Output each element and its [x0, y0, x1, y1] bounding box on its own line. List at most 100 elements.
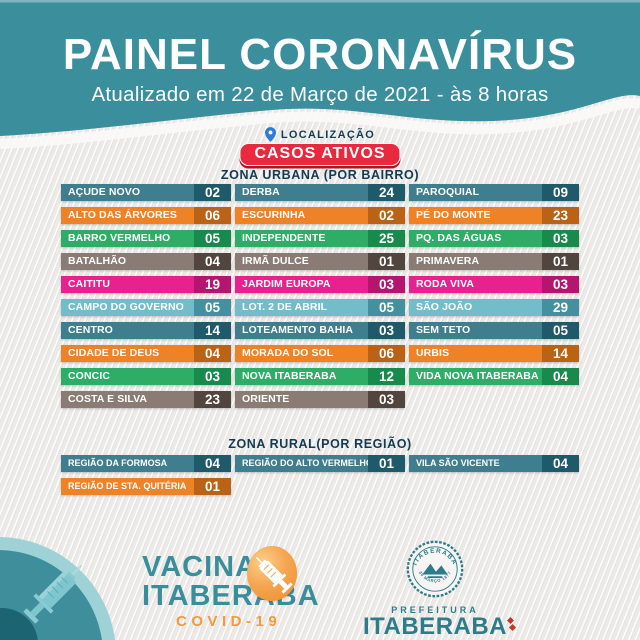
bar-value: 25	[368, 230, 405, 247]
bar-value: 19	[194, 276, 231, 293]
bar-label: PQ. DAS ÁGUAS	[409, 230, 542, 247]
case-bar-cidade-de-deus: CIDADE DE DEUS 04	[61, 345, 231, 362]
bar-label: AÇUDE NOVO	[61, 184, 194, 201]
prefeitura-itaberaba-logo: ITABERABA 30 MARÇO 1877 PREFEITURA ITABE…	[360, 540, 517, 640]
bar-label: PRIMAVERA	[409, 253, 542, 270]
bar-value: 05	[194, 299, 231, 316]
case-bar-a-ude-novo: AÇUDE NOVO 02	[61, 184, 231, 201]
urban-column-3: PAROQUIAL 09 PÉ DO MONTE 23 PQ. DAS ÁGUAS 03 P…	[409, 184, 579, 414]
location-pin-icon	[264, 127, 276, 142]
bar-label: INDEPENDENTE	[235, 230, 368, 247]
urban-column-2: DERBA 24 ESCURINHA 02 INDEPENDENTE 25 IRMÃ DUL…	[235, 184, 405, 414]
header-banner: PAINEL CORONAVÍRUS Atualizado em 22 de M…	[0, 0, 640, 150]
urban-zone-heading: ZONA URBANA (POR BAIRRO)	[220, 168, 420, 182]
case-bar-regi-o-do-alto-vermelho: REGIÃO DO ALTO VERMELHO 01	[235, 455, 405, 472]
bar-label: REGIÃO DO ALTO VERMELHO	[235, 455, 368, 472]
bar-value: 01	[368, 253, 405, 270]
bar-label: NOVA ITABERABA	[235, 368, 368, 385]
bar-label: CAITITU	[61, 276, 194, 293]
location-label: LOCALIZAÇÃO	[280, 128, 376, 141]
vaccine-syringe-icon	[255, 556, 293, 594]
red-accent-icon	[506, 616, 517, 632]
case-bar-regi-o-da-formosa: REGIÃO DA FORMOSA 04	[61, 455, 231, 472]
case-bar-derba: DERBA 24	[235, 184, 405, 201]
bar-value: 04	[542, 455, 579, 472]
case-bar-loteamento-bahia: LOTEAMENTO BAHIA 03	[235, 322, 405, 339]
bar-label: MORADA DO SOL	[235, 345, 368, 362]
vacina-logo-covid19: COVID-19	[176, 613, 282, 630]
header-wave-shape	[0, 0, 640, 149]
bar-value: 24	[368, 184, 405, 201]
prefeitura-city-name: ITABERABA	[362, 613, 517, 640]
bar-value: 03	[194, 368, 231, 385]
city-crest-icon: ITABERABA 30 MARÇO 1877	[406, 540, 464, 598]
bar-label: REGIÃO DA FORMOSA	[61, 455, 194, 472]
case-bar-jardim-europa: JARDIM EUROPA 03	[235, 276, 405, 293]
case-bar-escurinha: ESCURINHA 02	[235, 207, 405, 224]
rural-column-1: REGIÃO DA FORMOSA 04 REGIÃO DE STA. QUITÉR…	[61, 455, 231, 501]
bar-value: 03	[368, 276, 405, 293]
bar-value: 03	[368, 322, 405, 339]
case-bar-oriente: ORIENTE 03	[235, 391, 405, 408]
bar-value: 01	[368, 455, 405, 472]
case-bar-s-o-jo-o: SÃO JOÃO 29	[409, 299, 579, 316]
bar-label: COSTA E SILVA	[61, 391, 194, 408]
bar-value: 14	[542, 345, 579, 362]
urban-cases-grid: AÇUDE NOVO 02 ALTO DAS ÁRVORES 06 BARRO VERM…	[61, 184, 579, 414]
updated-at-subtitle: Atualizado em 22 de Março de 2021 - às 8…	[91, 83, 549, 106]
bar-label: CIDADE DE DEUS	[61, 345, 194, 362]
bar-value: 03	[368, 391, 405, 408]
bar-label: ESCURINHA	[235, 207, 368, 224]
case-bar-barro-vermelho: BARRO VERMELHO 05	[61, 230, 231, 247]
rural-column-3: VILA SÃO VICENTE 04	[409, 455, 579, 501]
case-bar-campo-do-governo: CAMPO DO GOVERNO 05	[61, 299, 231, 316]
bar-label: VIDA NOVA ITABERABA	[409, 368, 542, 385]
bar-value: 05	[542, 322, 579, 339]
case-bar-centro: CENTRO 14	[61, 322, 231, 339]
case-bar-primavera: PRIMAVERA 01	[409, 253, 579, 270]
case-bar-nova-itaberaba: NOVA ITABERABA 12	[235, 368, 405, 385]
bar-value: 04	[194, 345, 231, 362]
bar-label: PÉ DO MONTE	[409, 207, 542, 224]
case-bar-sem-teto: SEM TETO 05	[409, 322, 579, 339]
prefeitura-label: PREFEITURA	[391, 605, 479, 615]
case-bar-alto-das-rvores: ALTO DAS ÁRVORES 06	[61, 207, 231, 224]
bar-label: LOT. 2 DE ABRIL	[235, 299, 368, 316]
bar-value: 01	[542, 253, 579, 270]
bar-label: DERBA	[235, 184, 368, 201]
bar-value: 14	[194, 322, 231, 339]
bar-value: 02	[368, 207, 405, 224]
bar-value: 04	[194, 253, 231, 270]
prefeitura-city-name-text: ITABERABA	[362, 613, 508, 640]
case-bar-costa-e-silva: COSTA E SILVA 23	[61, 391, 231, 408]
bar-value: 09	[542, 184, 579, 201]
case-bar-vida-nova-itaberaba: VIDA NOVA ITABERABA 04	[409, 368, 579, 385]
case-bar-irm-dulce: IRMÃ DULCE 01	[235, 253, 405, 270]
bar-label: SEM TETO	[409, 322, 542, 339]
bar-label: ORIENTE	[235, 391, 368, 408]
case-bar-independente: INDEPENDENTE 25	[235, 230, 405, 247]
case-bar-roda-viva: RODA VIVA 03	[409, 276, 579, 293]
bar-value: 04	[542, 368, 579, 385]
bar-value: 05	[368, 299, 405, 316]
bar-label: BATALHÃO	[61, 253, 194, 270]
case-bar-lot-2-de-abril: LOT. 2 DE ABRIL 05	[235, 299, 405, 316]
vacina-itaberaba-logo: VACINA ITABERABA COVID-19	[142, 553, 332, 631]
bar-value: 29	[542, 299, 579, 316]
rural-zone-heading: ZONA RURAL(POR REGIÃO)	[228, 437, 412, 451]
case-bar-regi-o-de-sta-quit-ria: REGIÃO DE STA. QUITÉRIA 01	[61, 478, 231, 495]
case-bar-pq-das-guas: PQ. DAS ÁGUAS 03	[409, 230, 579, 247]
bar-value: 03	[542, 230, 579, 247]
bar-value: 12	[368, 368, 405, 385]
bar-value: 04	[194, 455, 231, 472]
bar-value: 06	[368, 345, 405, 362]
case-bar-vila-s-o-vicente: VILA SÃO VICENTE 04	[409, 455, 579, 472]
bar-label: BARRO VERMELHO	[61, 230, 194, 247]
page-title: PAINEL CORONAVÍRUS	[62, 30, 578, 79]
bar-value: 23	[194, 391, 231, 408]
bar-label: REGIÃO DE STA. QUITÉRIA	[61, 478, 194, 495]
case-bar-urbis: URBIS 14	[409, 345, 579, 362]
urban-column-1: AÇUDE NOVO 02 ALTO DAS ÁRVORES 06 BARRO VERM…	[61, 184, 231, 414]
bar-label: LOTEAMENTO BAHIA	[235, 322, 368, 339]
